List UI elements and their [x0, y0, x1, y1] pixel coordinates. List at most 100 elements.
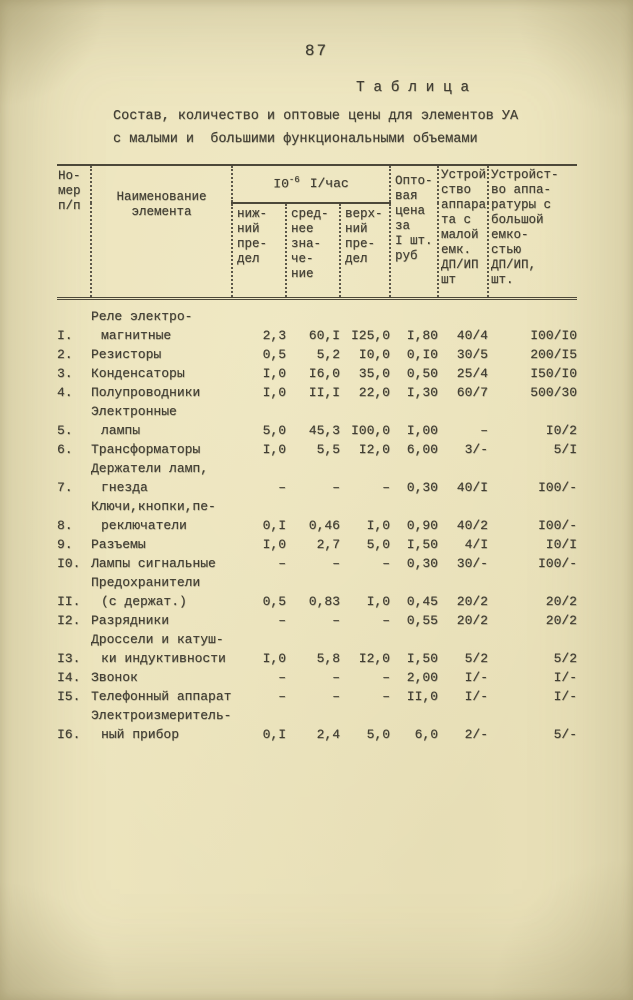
upper-limit-value: I0,0	[358, 346, 390, 362]
element-name: Телефонный аппарат	[91, 687, 232, 706]
element-name: Лампы сигнальные	[91, 554, 232, 573]
element-name: Разъемы	[91, 535, 232, 554]
small-capacity-qty: 2/-	[464, 726, 488, 742]
mean-value: II,I	[308, 384, 340, 400]
lower-limit-value: 5,0	[262, 422, 286, 438]
price-value: 0,30	[406, 555, 438, 571]
table-row: I5. Телефонный аппарат – – – II,0 I/- I/-	[57, 687, 577, 706]
elements-price-table-container: Но- мер п/п Наименование элемента I0-6 I/…	[57, 164, 577, 744]
lower-limit-value: 0,5	[262, 593, 286, 609]
lower-limit-value: 0,5	[262, 346, 286, 362]
mean-value: 0,83	[308, 593, 340, 609]
table-row: 3. Конденсаторы I,0 I6,0 35,0 0,50 25/4 I50/I0	[57, 364, 577, 383]
row-number: I.	[57, 327, 73, 343]
row-number: 8.	[57, 517, 73, 533]
mean-value: I6,0	[308, 365, 340, 381]
header-group-row: Но- мер п/п Наименование элемента I0-6 I/…	[57, 165, 577, 300]
row-number: I0.	[57, 555, 81, 571]
small-capacity-qty: 40/2	[456, 517, 488, 533]
large-capacity-qty: I00/-	[537, 517, 577, 533]
element-name-line: Конденсаторы	[91, 365, 185, 381]
element-name: Предохранители (с держат.)	[91, 573, 232, 611]
large-capacity-qty: I00/-	[537, 555, 577, 571]
element-name-line: Дроссели и катуш-	[91, 631, 224, 647]
col-header-element-name: Наименование элемента	[90, 165, 232, 300]
small-capacity-qty: 60/7	[456, 384, 488, 400]
table-row: 4. Полупроводники I,0 II,I 22,0 I,30 60/7 500/3…	[57, 383, 577, 402]
price-value: 6,00	[406, 441, 438, 457]
mean-value: –	[332, 479, 340, 495]
small-capacity-qty: I/-	[464, 688, 488, 704]
element-name-line: Держатели ламп,	[91, 460, 209, 476]
lower-limit-value: I,0	[262, 365, 286, 381]
element-name: Звонок	[91, 668, 232, 687]
row-number: 4.	[57, 384, 73, 400]
table-row: II. Предохранители (с держат.) 0,5 0,83 I,0 0,…	[57, 573, 577, 611]
upper-limit-value: –	[382, 688, 390, 704]
small-capacity-qty: I/-	[464, 669, 488, 685]
mean-value: –	[332, 612, 340, 628]
col-header-mean-value: сред- нее зна- че- ние	[285, 203, 340, 300]
element-name-line: Электроизмеритель-	[91, 707, 232, 723]
failure-rate-unit: I/час	[309, 176, 349, 192]
mean-value: –	[332, 688, 340, 704]
failure-rate-base: I0	[273, 176, 289, 192]
mean-value: 5,2	[316, 346, 340, 362]
table-title-line1: Состав, количество и оптовые цены для эл…	[113, 109, 519, 124]
large-capacity-qty: 20/2	[545, 612, 577, 628]
price-value: 2,00	[406, 669, 438, 685]
lower-limit-value: –	[278, 555, 286, 571]
mean-value: 2,7	[316, 536, 340, 552]
element-name-line: Ключи,кнопки,пе-	[91, 498, 216, 514]
element-name: Полупроводники	[91, 383, 232, 402]
col-header-price: Опто- вая цена за I шт. руб	[389, 165, 438, 300]
small-capacity-qty: 30/-	[456, 555, 488, 571]
mean-value: –	[332, 555, 340, 571]
table-header: Но- мер п/п Наименование элемента I0-6 I/…	[57, 165, 577, 300]
mean-value: –	[332, 669, 340, 685]
table-row: 7. Держатели ламп, гнезда – – –0,30 40/I I00/-	[57, 459, 577, 497]
table-row: 2. Резисторы 0,5 5,2 I0,0 0,I0 30/5 200/I5	[57, 345, 577, 364]
element-name-line: Предохранители	[91, 574, 201, 590]
element-name: Держатели ламп, гнезда	[91, 459, 232, 497]
price-value: I,00	[406, 422, 438, 438]
element-name-line: Трансформаторы	[91, 441, 201, 457]
element-name: Дроссели и катуш-ки индуктивности	[91, 630, 232, 668]
element-name-line: Лампы сигнальные	[91, 555, 216, 571]
lower-limit-value: I,0	[262, 384, 286, 400]
table-row: I4. Звонок – – –2,00 I/- I/-	[57, 668, 577, 687]
lower-limit-value: I,0	[262, 441, 286, 457]
mean-value: 45,3	[308, 422, 340, 438]
small-capacity-qty: 20/2	[456, 612, 488, 628]
page-number: 87	[304, 42, 329, 60]
row-number: I6.	[57, 726, 81, 742]
price-value: 6,0	[414, 726, 438, 742]
row-number: 9.	[57, 536, 73, 552]
large-capacity-qty: 5/2	[553, 650, 577, 666]
element-name: Ключи,кнопки,пе-реключатели	[91, 497, 232, 535]
lower-limit-value: I,0	[262, 650, 286, 666]
price-value: 0,50	[406, 365, 438, 381]
lower-limit-value: –	[278, 669, 286, 685]
element-name-line: ный прибор	[101, 726, 180, 742]
row-number: 6.	[57, 441, 73, 457]
table-row: 8. Ключи,кнопки,пе-реключатели 0,I 0,46 I,0 0…	[57, 497, 577, 535]
small-capacity-qty: 25/4	[456, 365, 488, 381]
upper-limit-value: I2,0	[358, 650, 390, 666]
element-name: Электронные лампы	[91, 402, 232, 440]
failure-rate-exponent: -6	[288, 175, 300, 185]
lower-limit-value: 0,I	[262, 726, 286, 742]
large-capacity-qty: 5/-	[553, 726, 577, 742]
table-body: I. Реле электро-магнитные 2,3 60,I I25,0 I,80…	[57, 298, 577, 744]
upper-limit-value: I,0	[366, 517, 390, 533]
row-number: 3.	[57, 365, 73, 381]
element-name: Разрядники	[91, 611, 232, 630]
element-name-line: Звонок	[91, 669, 138, 685]
table-row: 5. Электронные лампы 5,0 45,3 I00,0 I,00 – I0/2	[57, 402, 577, 440]
table-heading: Т а б л и ц а	[356, 80, 470, 96]
element-name: Электроизмеритель-ный прибор	[91, 706, 232, 744]
element-name-line: Реле электро-	[91, 308, 193, 324]
element-name-line: лампы	[101, 422, 141, 438]
row-number: I3.	[57, 650, 81, 666]
upper-limit-value: I,0	[366, 593, 390, 609]
